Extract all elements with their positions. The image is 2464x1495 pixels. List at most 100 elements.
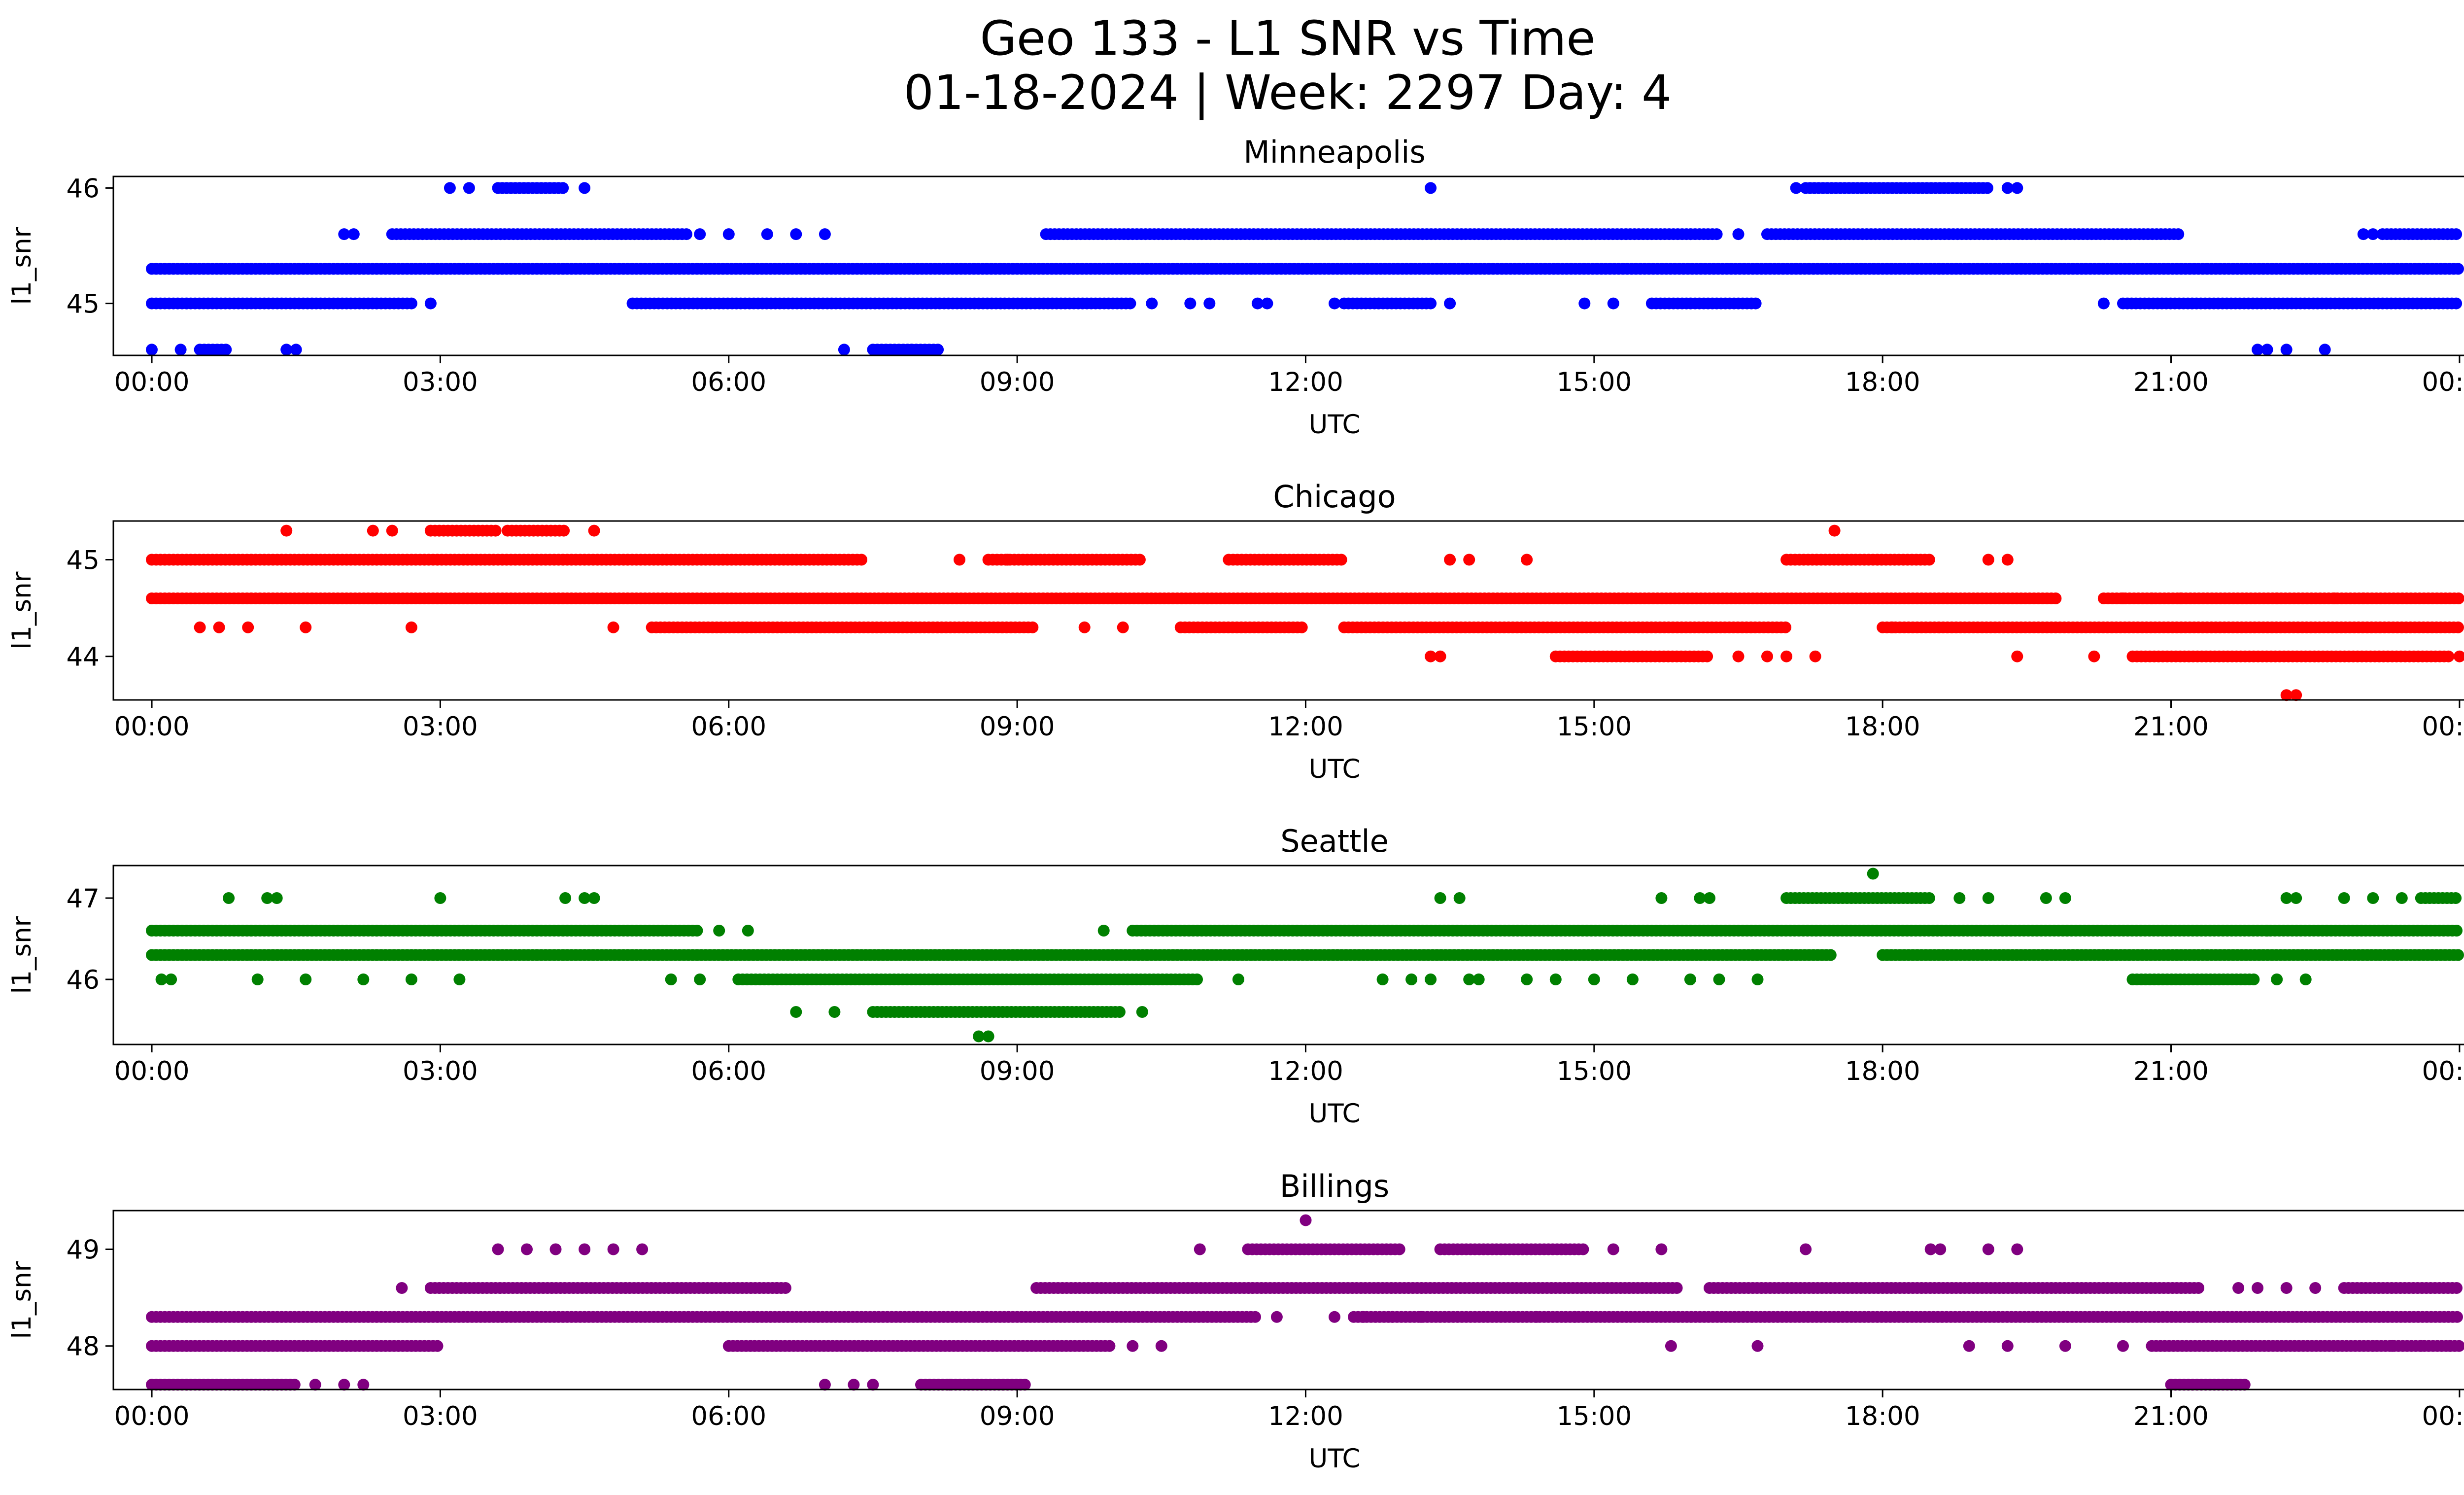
data-point xyxy=(1296,621,1308,633)
data-point xyxy=(386,524,398,537)
x-axis-label: UTC xyxy=(1308,410,1360,440)
data-point xyxy=(1113,1006,1126,1018)
data-point xyxy=(2357,228,2369,241)
data-point xyxy=(2338,892,2350,904)
x-tick-label: 00:00 xyxy=(114,712,190,742)
data-point xyxy=(1626,973,1639,985)
data-point xyxy=(1133,554,1146,566)
x-tick-label: 06:00 xyxy=(691,712,766,742)
x-tick-label: 06:00 xyxy=(691,367,766,397)
data-point xyxy=(347,228,360,241)
data-point xyxy=(2453,650,2464,662)
data-point xyxy=(280,344,293,356)
data-point xyxy=(2146,592,2158,604)
data-point xyxy=(1453,892,1466,904)
data-point xyxy=(2011,650,2023,662)
subplot-chicago: Chicago UTC l1_snr 00:00 03:00 06:00 09:00 1… xyxy=(7,479,2464,784)
data-point xyxy=(1701,650,1713,662)
data-point xyxy=(2040,892,2052,904)
data-point xyxy=(1146,297,1158,310)
x-tick-label: 00:00 xyxy=(114,367,190,397)
data-point xyxy=(905,344,918,356)
data-point xyxy=(790,1006,802,1018)
data-point xyxy=(2261,344,2273,356)
data-point xyxy=(2097,297,2110,310)
y-tick-label: 45 xyxy=(67,545,100,575)
data-point xyxy=(271,892,283,904)
x-tick-label: 15:00 xyxy=(1556,1056,1632,1086)
data-point xyxy=(2271,592,2283,604)
x-tick-label: 12:00 xyxy=(1268,367,1343,397)
data-point xyxy=(1329,297,1340,310)
x-tick-label: 18:00 xyxy=(1845,367,1920,397)
data-point xyxy=(1097,925,1110,937)
y-tick-label: 46 xyxy=(67,174,100,204)
data-point xyxy=(1376,973,1389,985)
data-point xyxy=(2088,650,2100,662)
subplot-seattle: Seattle UTC l1_snr 00:00 03:00 06:00 09:00 1… xyxy=(7,823,2464,1129)
data-point xyxy=(828,1006,841,1018)
data-point xyxy=(1982,892,1994,904)
data-point xyxy=(1425,182,1437,194)
data-point xyxy=(1001,554,1014,566)
data-point xyxy=(2450,297,2463,310)
x-tick-label: 03:00 xyxy=(403,1056,478,1086)
x-tick-label: 00:00 xyxy=(2422,712,2464,742)
scatter-markers xyxy=(146,182,2464,356)
x-tick-label: 03:00 xyxy=(403,712,478,742)
data-point xyxy=(2442,650,2455,662)
data-point xyxy=(1578,297,1591,310)
data-point xyxy=(453,973,466,985)
data-point xyxy=(1549,973,1562,985)
x-axis-label: UTC xyxy=(1308,754,1360,784)
data-point xyxy=(367,524,379,537)
data-point xyxy=(1444,297,1456,310)
data-point xyxy=(194,621,206,633)
data-point xyxy=(1588,973,1600,985)
data-point xyxy=(1790,182,1802,194)
subplot-title: Seattle xyxy=(1280,823,1388,859)
data-point xyxy=(2252,344,2264,356)
y-tick-label: 47 xyxy=(67,884,100,914)
data-point xyxy=(742,925,754,937)
data-point xyxy=(2117,592,2129,604)
data-point xyxy=(1405,973,1418,985)
x-tick-label: 21:00 xyxy=(2133,367,2209,397)
data-point xyxy=(1751,973,1764,985)
x-tick-label: 03:00 xyxy=(403,367,478,397)
y-axis-label: l1_snr xyxy=(7,227,37,305)
data-point xyxy=(1124,297,1136,310)
x-tick-label: 00:00 xyxy=(2422,367,2464,397)
x-tick-label: 06:00 xyxy=(691,1056,766,1086)
x-tick-label: 21:00 xyxy=(2133,712,2209,742)
data-point xyxy=(2396,892,2408,904)
data-point xyxy=(2452,263,2464,275)
data-point xyxy=(223,892,235,904)
data-point xyxy=(1732,650,1745,662)
data-point xyxy=(1191,973,1203,985)
data-point xyxy=(579,182,591,194)
data-point xyxy=(1425,973,1437,985)
data-point xyxy=(713,925,725,937)
data-point xyxy=(2367,892,2379,904)
subplot-title: Billings xyxy=(1280,1168,1389,1204)
x-tick-label: 18:00 xyxy=(1845,1056,1920,1086)
data-point xyxy=(559,892,572,904)
data-point xyxy=(1923,554,1935,566)
data-point xyxy=(165,973,177,985)
data-point xyxy=(1027,621,1039,633)
data-point xyxy=(2290,689,2302,701)
data-point xyxy=(2290,892,2302,904)
y-tick-label: 46 xyxy=(67,965,100,995)
data-point xyxy=(2450,892,2462,904)
data-point xyxy=(431,1340,444,1352)
x-tick-label: 09:00 xyxy=(980,367,1055,397)
data-point xyxy=(1136,1006,1148,1018)
x-tick-label: 00:00 xyxy=(2422,1056,2464,1086)
data-point xyxy=(1103,1340,1116,1352)
data-point xyxy=(1809,650,1821,662)
data-point xyxy=(557,182,569,194)
data-point xyxy=(405,973,417,985)
data-point xyxy=(2172,228,2185,241)
